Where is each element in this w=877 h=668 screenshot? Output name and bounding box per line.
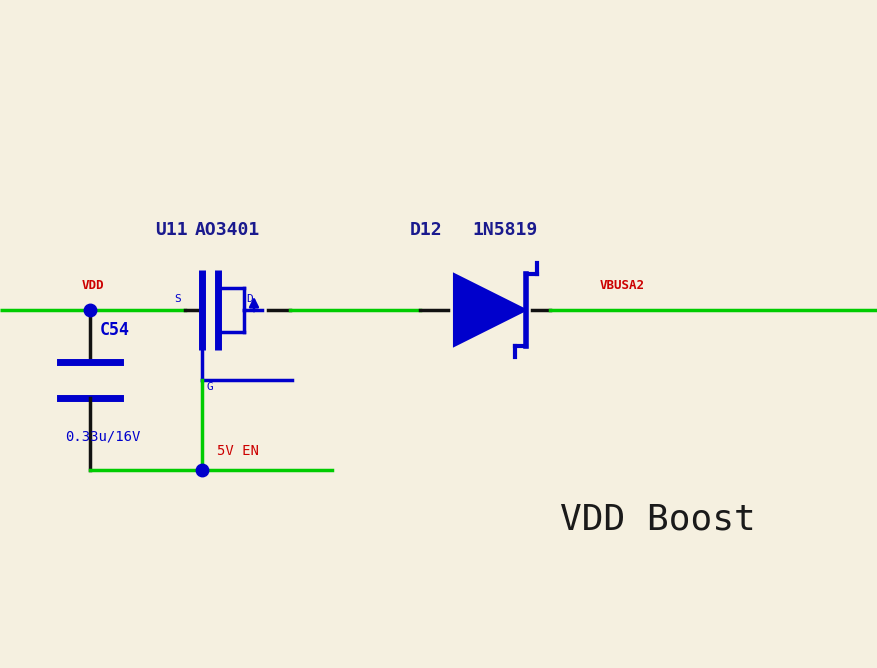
Text: 5V EN: 5V EN: [217, 444, 259, 458]
Text: D: D: [246, 294, 253, 304]
Text: G: G: [207, 382, 213, 392]
Text: D12: D12: [410, 221, 442, 239]
Text: 0.33u/16V: 0.33u/16V: [65, 429, 140, 443]
Text: VDD Boost: VDD Boost: [560, 503, 755, 537]
Text: U11: U11: [155, 221, 188, 239]
Polygon shape: [453, 274, 525, 346]
Text: S: S: [174, 294, 181, 304]
Text: C54: C54: [100, 321, 130, 339]
Text: AO3401: AO3401: [195, 221, 260, 239]
Text: VDD: VDD: [82, 279, 104, 292]
Text: 1N5819: 1N5819: [472, 221, 537, 239]
Text: VBUSA2: VBUSA2: [599, 279, 645, 292]
